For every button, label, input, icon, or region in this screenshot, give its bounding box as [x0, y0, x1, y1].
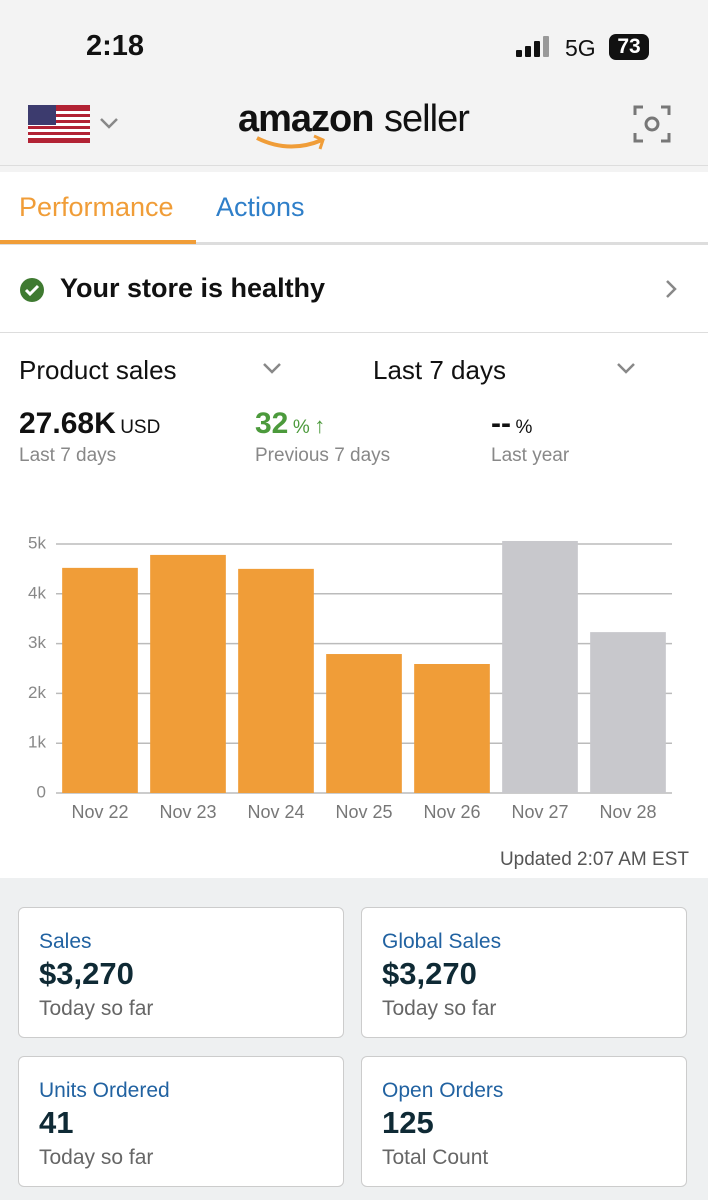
card[interactable]: Units Ordered 41 Today so far [18, 1056, 344, 1187]
bar [62, 567, 138, 793]
card-title: Open Orders [382, 1079, 504, 1102]
x-tick-label: Nov 22 [71, 802, 128, 822]
card-value: 125 [382, 1105, 434, 1140]
y-tick-label: 3k [28, 633, 46, 652]
x-tick-label: Nov 25 [335, 802, 392, 822]
x-tick-label: Nov 27 [511, 802, 568, 822]
card-subtitle: Today so far [39, 997, 154, 1020]
metric-unit: % [515, 417, 533, 438]
bar [502, 540, 578, 793]
tab-performance[interactable]: Performance [19, 192, 174, 222]
metric: 32 % ↑ [255, 407, 325, 441]
card-title: Units Ordered [39, 1079, 170, 1102]
chevron [263, 363, 281, 374]
y-tick-label: 5k [28, 533, 46, 552]
up-arrow: ↑ [314, 413, 326, 438]
y-tick-label: 4k [28, 583, 46, 602]
y-tick-label: 1k [28, 733, 46, 752]
metric: -- % [491, 407, 532, 441]
chevron [617, 363, 635, 374]
x-tick-label: Nov 24 [247, 802, 304, 822]
status-time: 2:18 [86, 30, 145, 62]
divider [0, 332, 708, 333]
updated-time: Updated 2:07 AM EST [499, 849, 689, 870]
chart: 0 1k 2k 3k 4k 5k Nov 22 Nov 23 Nov 24 Nov 25 Nov 2… [28, 533, 672, 822]
card-value: 41 [39, 1105, 74, 1140]
x-tick-label: Nov 23 [159, 802, 216, 822]
card[interactable]: Global Sales $3,270 Today so far [361, 907, 687, 1038]
tab-indicator [0, 240, 196, 244]
card-subtitle: Today so far [39, 1146, 154, 1169]
tab-actions[interactable]: Actions [216, 192, 305, 222]
metric-label: Previous 7 days [255, 445, 391, 466]
card-subtitle: Total Count [382, 1146, 489, 1169]
metric-value: -- [491, 407, 511, 440]
metric-unit: USD [120, 417, 161, 438]
y-tick-label: 2k [28, 683, 46, 702]
logo: amazon seller [238, 98, 470, 141]
card-value: $3,270 [39, 956, 134, 991]
metric-label: Last 7 days [19, 445, 117, 466]
card-title: Global Sales [382, 930, 502, 953]
bar [414, 663, 490, 793]
bar [238, 568, 314, 793]
metric-value: 32 [255, 407, 289, 440]
divider [0, 166, 708, 172]
period-selector[interactable]: Last 7 days [373, 355, 506, 385]
card-subtitle: Today so far [382, 997, 497, 1020]
battery: 73 [609, 34, 649, 60]
logo-sub: seller [384, 98, 470, 140]
health-icon [20, 278, 44, 302]
health-status[interactable]: Your store is healthy [60, 273, 326, 303]
bar [150, 554, 226, 793]
logo-smile [256, 134, 325, 150]
bar [590, 632, 666, 793]
y-tick-label: 0 [37, 782, 46, 801]
top-bar [0, 0, 708, 166]
metric-value: 27.68K [19, 407, 116, 440]
x-tick-label: Nov 28 [599, 802, 656, 822]
metric: 27.68K USD [19, 407, 160, 441]
x-tick-label: Nov 26 [423, 802, 480, 822]
card-title: Sales [39, 930, 92, 953]
scan-button[interactable] [633, 105, 671, 143]
network: 5G [565, 35, 596, 61]
card-value: $3,270 [382, 956, 477, 991]
signal-icon [516, 36, 549, 57]
chevron [666, 280, 677, 298]
card[interactable]: Sales $3,270 Today so far [18, 907, 344, 1038]
metric-label: Last year [491, 445, 570, 466]
bar [326, 654, 402, 793]
metric-selector[interactable]: Product sales [19, 355, 177, 385]
country-selector[interactable] [28, 105, 128, 145]
logo-main: amazon [238, 98, 374, 140]
card[interactable]: Open Orders 125 Total Count [361, 1056, 687, 1187]
tab-line [0, 242, 708, 245]
metric-unit: % [292, 417, 310, 438]
